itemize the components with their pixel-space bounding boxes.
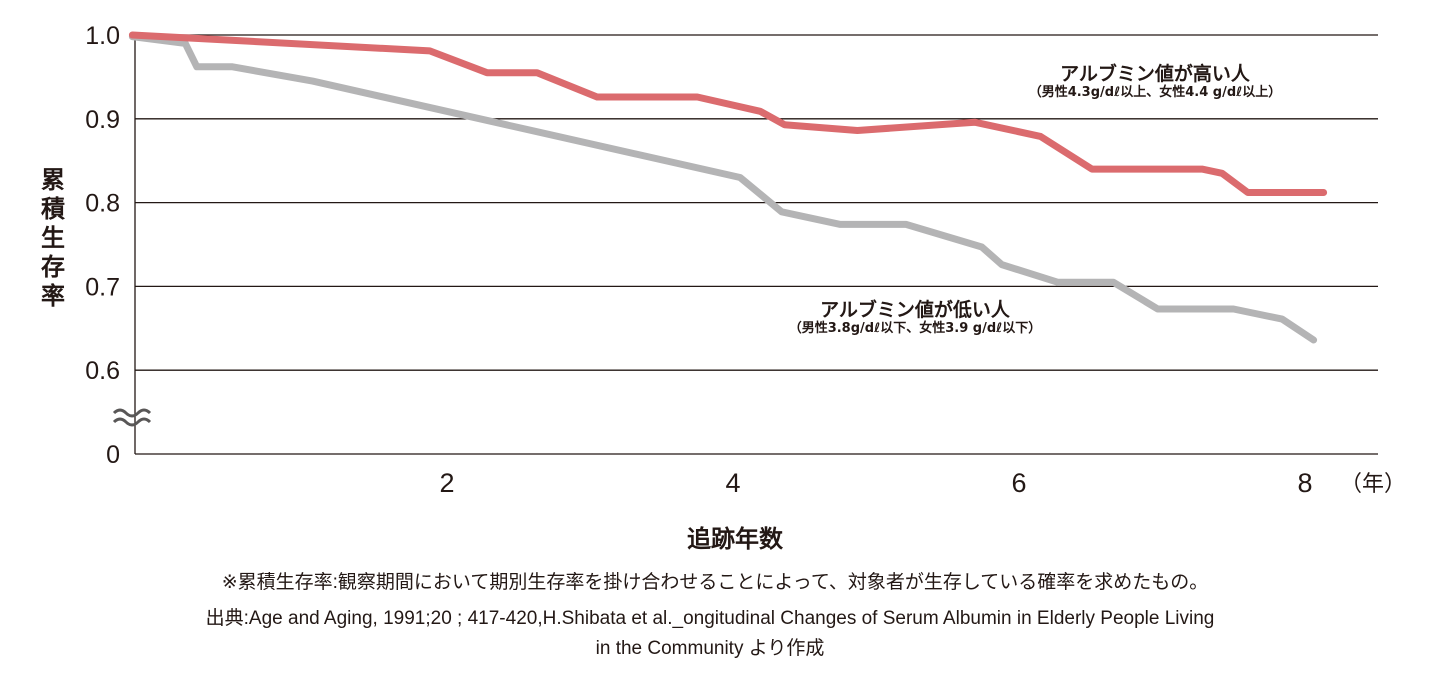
footnote-source-line2: in the Community より作成 bbox=[595, 638, 825, 659]
y-tick-label: 1.0 bbox=[85, 22, 120, 50]
footnote-source-line1: 出典:Age and Aging, 1991;20 ; 417-420,H.Sh… bbox=[205, 608, 1215, 629]
legend-low-albumin: アルブミン値が低い人 （男性3.8g/dℓ以下、女性3.9 g/dℓ以下） bbox=[745, 299, 1085, 337]
legend-low-detail: （男性3.8g/dℓ以下、女性3.9 g/dℓ以下） bbox=[788, 321, 1042, 336]
x-tick-label: 2 bbox=[439, 468, 454, 498]
x-axis-title: 追跡年数 bbox=[687, 525, 783, 553]
x-tick-labels: 2 4 6 8 bbox=[439, 468, 1312, 498]
y-tick-label: 0 bbox=[106, 441, 120, 469]
x-tick-label: 6 bbox=[1011, 468, 1026, 498]
y-tick-label: 0.6 bbox=[85, 357, 120, 385]
axes bbox=[134, 35, 1378, 455]
legend-high-detail: （男性4.3g/dℓ以上、女性4.4 g/dℓ以上） bbox=[1028, 85, 1282, 100]
y-tick-label: 0.9 bbox=[85, 106, 120, 134]
x-tick-label: 8 bbox=[1297, 468, 1312, 498]
legend-high-albumin: アルブミン値が高い人 （男性4.3g/dℓ以上、女性4.4 g/dℓ以上） bbox=[975, 63, 1335, 101]
gridlines bbox=[135, 34, 1378, 371]
footnote-source: 出典:Age and Aging, 1991;20 ; 417-420,H.Sh… bbox=[30, 604, 1390, 664]
footnote-definition: ※累積生存率:観察期間において期別生存率を掛け合わせることによって、対象者が生存… bbox=[221, 572, 1209, 593]
series-line-high-albumin bbox=[128, 31, 1328, 196]
y-tick-label: 0.7 bbox=[85, 273, 120, 301]
series-lines bbox=[128, 31, 1328, 344]
series-line-low-albumin bbox=[128, 33, 1318, 344]
legend-low-title: アルブミン値が低い人 bbox=[820, 299, 1010, 321]
axis-break-icon bbox=[112, 408, 152, 427]
x-tick-label: 4 bbox=[725, 468, 740, 498]
legend-high-title: アルブミン値が高い人 bbox=[1060, 63, 1250, 85]
x-unit-label: （年） bbox=[1340, 472, 1406, 497]
y-tick-label: 0.8 bbox=[85, 190, 120, 218]
y-axis-title: 累積生存率 bbox=[41, 166, 65, 310]
y-tick-labels: 1.0 0.9 0.8 0.7 0.6 0 bbox=[85, 22, 120, 469]
